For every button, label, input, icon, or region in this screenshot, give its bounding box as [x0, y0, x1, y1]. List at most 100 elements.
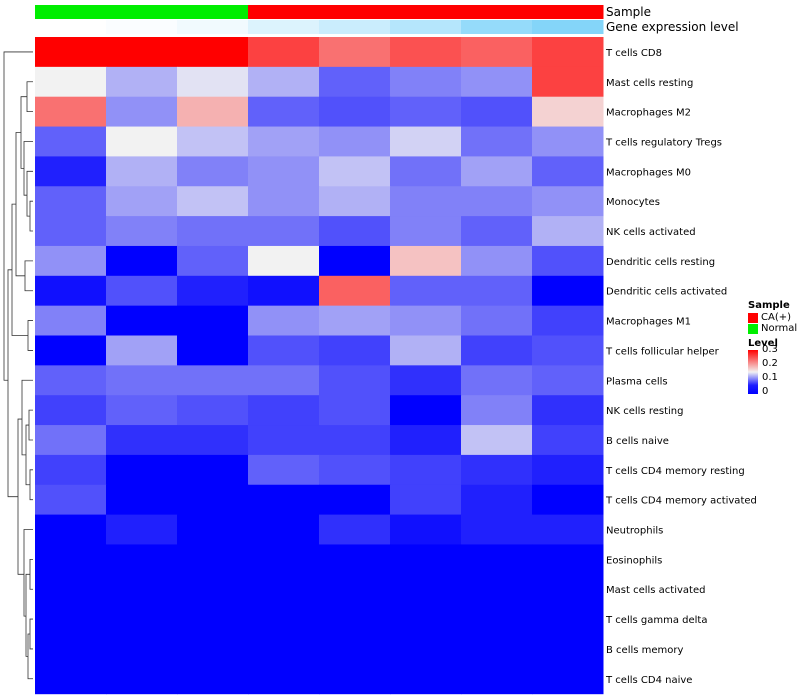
- heatmap-cell: [248, 544, 320, 575]
- heatmap-cell: [248, 395, 320, 426]
- heatmap-cell: [461, 634, 533, 665]
- heatmap-cell: [177, 275, 249, 307]
- heatmap-cell: [390, 66, 462, 98]
- row-labels: T cells CD8 Mast cells resting Macrophages…: [605, 48, 757, 686]
- heatmap-cell: [106, 365, 178, 396]
- row-label: Monocytes: [606, 197, 660, 208]
- heatmap-cell: [106, 245, 178, 277]
- heatmap-cell: [106, 275, 178, 307]
- heatmap-cell: [319, 484, 391, 516]
- heatmap-cell: [532, 544, 604, 575]
- heatmap-cell: [106, 604, 178, 635]
- legend: Sample CA(+) Normal Level 0.3 0.2 0.1 0: [748, 300, 797, 400]
- row-label: T cells CD4 memory activated: [605, 496, 757, 507]
- heatmap-cell: [177, 96, 249, 128]
- row-label: T cells follicular helper: [605, 346, 720, 357]
- heatmap-cell: [248, 514, 320, 545]
- row-dendrogram: [3, 51, 33, 680]
- dendrogram-branch: [26, 81, 33, 113]
- heatmap-cell: [319, 663, 391, 695]
- heatmap-cell: [461, 245, 533, 277]
- dendrogram-branch: [23, 529, 33, 617]
- heatmap-cell: [177, 37, 249, 68]
- heatmap-cell: [532, 37, 604, 68]
- heatmap-cell: [390, 245, 462, 277]
- heatmap-cell: [319, 305, 391, 336]
- heatmap-cell: [35, 216, 107, 247]
- dendrogram-branch: [27, 633, 33, 680]
- heatmap-cell: [532, 604, 604, 635]
- heatmap-cell: [319, 335, 391, 366]
- heatmap-cell: [390, 514, 462, 545]
- sample-annotation-cell: [390, 5, 462, 19]
- heatmap-cell: [106, 126, 178, 157]
- heatmap-cell: [35, 425, 107, 456]
- heatmap-cell: [248, 574, 320, 605]
- heatmap-cell: [177, 484, 249, 516]
- heatmap-cell: [35, 96, 107, 128]
- heatmap-cell: [248, 634, 320, 665]
- heatmap-cell: [461, 454, 533, 486]
- heatmap-cell: [106, 574, 178, 605]
- heatmap-cell: [35, 66, 107, 98]
- dendrogram-branch: [17, 418, 24, 575]
- row-label: T cells CD4 naive: [605, 675, 692, 686]
- level-legend-title: Level: [748, 338, 778, 349]
- heatmap-cell: [532, 126, 604, 157]
- heatmap-cell: [35, 335, 107, 366]
- heatmap-cell: [106, 484, 178, 516]
- heatmap-cell: [177, 604, 249, 635]
- heatmap-cell: [461, 574, 533, 605]
- row-label: Mast cells activated: [606, 585, 705, 596]
- heatmap-cell: [248, 275, 320, 307]
- heatmap-cell: [35, 126, 107, 157]
- heatmap-cell: [248, 245, 320, 277]
- row-label: Mast cells resting: [606, 78, 693, 89]
- row-label: Macrophages M2: [606, 108, 691, 119]
- heatmap-cell: [532, 634, 604, 665]
- heatmap-cell: [319, 574, 391, 605]
- heatmap-cell: [461, 37, 533, 68]
- dendrogram-branch: [7, 269, 18, 498]
- row-label: T cells CD8: [605, 48, 662, 59]
- row-label: Neutrophils: [606, 526, 663, 537]
- heatmap-cell: [106, 37, 178, 68]
- heatmap-cell: [532, 66, 604, 98]
- heatmap-cell: [106, 634, 178, 665]
- sample-annotation-cell: [532, 5, 604, 19]
- heatmap-cell: [35, 186, 107, 217]
- sample-legend-entry: CA(+): [748, 312, 797, 323]
- heatmap-cell: [390, 634, 462, 665]
- row-label: T cells regulatory Tregs: [605, 137, 722, 148]
- heatmap-cell: [319, 425, 391, 456]
- dendrogram-branch: [26, 170, 33, 217]
- heatmap-cell: [248, 454, 320, 486]
- gene-expression-annotation-cell: [177, 20, 249, 34]
- heatmap-cell: [461, 365, 533, 396]
- heatmap-cell: [35, 514, 107, 545]
- heatmap-cell: [106, 216, 178, 247]
- dendrogram-branch: [21, 379, 33, 456]
- heatmap-cell: [35, 156, 107, 187]
- heatmap-cell: [461, 305, 533, 336]
- heatmap-cell: [390, 484, 462, 516]
- heatmap-cell: [390, 275, 462, 307]
- sample-legend-label-ca: CA(+): [761, 312, 792, 323]
- heatmap-cell: [35, 634, 107, 665]
- heatmap-cell: [177, 454, 249, 486]
- heatmap-cell: [106, 305, 178, 336]
- sample-annotation-label: Sample: [606, 5, 651, 19]
- heatmap-cell: [319, 395, 391, 426]
- heatmap-cell: [390, 216, 462, 247]
- heatmap-cell: [35, 454, 107, 486]
- heatmap-cell: [106, 544, 178, 575]
- gene-expression-annotation-cell: [106, 20, 178, 34]
- heatmap-cell: [461, 484, 533, 516]
- row-label: NK cells resting: [606, 406, 683, 417]
- heatmap-cell: [177, 544, 249, 575]
- heatmap-cell: [319, 365, 391, 396]
- heatmap-cell: [390, 663, 462, 695]
- column-annotations: [35, 5, 604, 34]
- row-label: T cells gamma delta: [605, 615, 707, 626]
- heatmap-cell: [390, 395, 462, 426]
